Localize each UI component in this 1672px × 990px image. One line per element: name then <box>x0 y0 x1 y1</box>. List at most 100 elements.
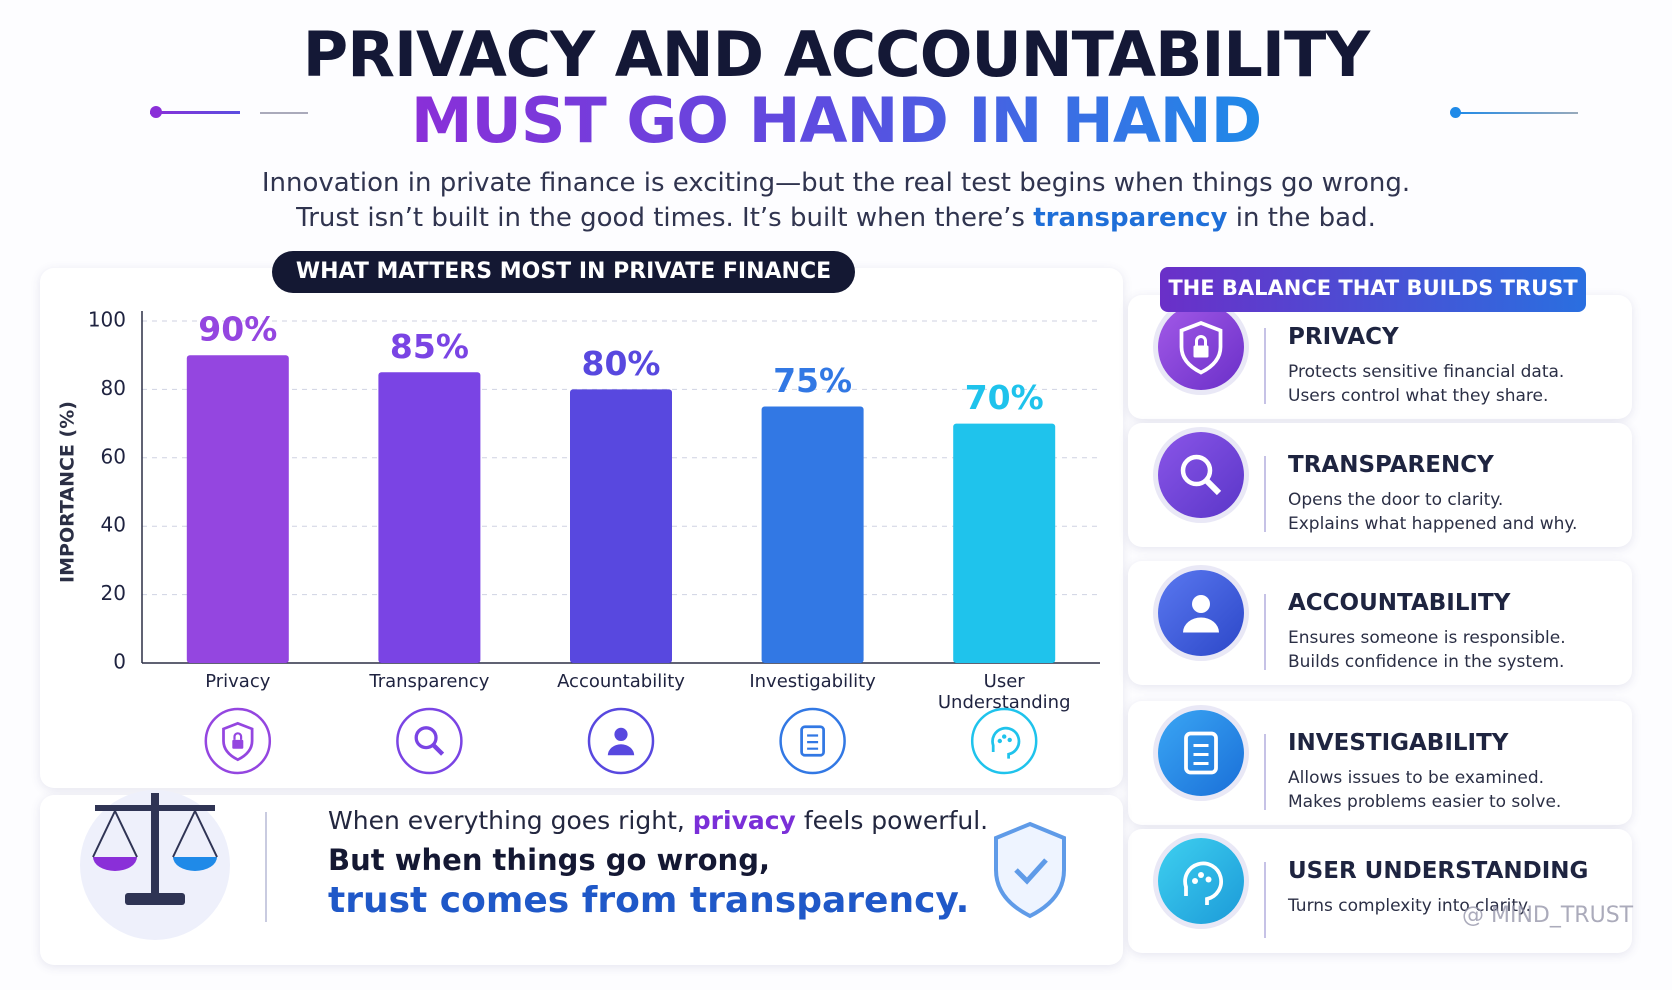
icon-glyph <box>991 726 1021 759</box>
x-tick-label: User Understanding <box>937 671 1071 713</box>
icon-part <box>1184 731 1218 775</box>
y-tick-label: 100 <box>88 308 126 332</box>
icon-part <box>1198 872 1204 878</box>
bar <box>570 389 672 663</box>
icon-part <box>414 726 438 750</box>
x-tick-label: Transparency <box>369 671 490 692</box>
y-tick-label: 0 <box>113 650 126 674</box>
item-title: ACCOUNTABILITY <box>1288 590 1511 616</box>
footer-line: When everything goes right, privacy feel… <box>328 806 988 835</box>
value-label: 75% <box>773 361 852 400</box>
body: PRIVACY AND ACCOUNTABILITY MUST GO HAND … <box>0 18 1672 953</box>
y-tick-label: 60 <box>101 444 126 468</box>
icon-part <box>607 744 635 756</box>
deco-dot <box>1450 107 1461 118</box>
icon-part <box>994 821 1066 919</box>
icon-part <box>93 857 137 871</box>
item-title: TRANSPARENCY <box>1288 452 1494 478</box>
intro: Trust isn’t built in the good times. It’… <box>0 203 1672 233</box>
item-icon <box>1158 570 1244 656</box>
icon-part <box>1192 595 1210 613</box>
watermark: @ MIND_TRUST <box>1462 903 1634 928</box>
shield-icon <box>994 821 1066 919</box>
icon-part <box>1183 617 1219 633</box>
icon-part <box>1179 320 1223 375</box>
intro-highlight: transparency <box>1033 203 1228 233</box>
icon-glyph <box>1184 731 1218 775</box>
icon-glyph <box>607 727 635 756</box>
item-icon <box>1158 838 1244 924</box>
x-tick-label-box: Privacy <box>205 671 270 692</box>
item-text: Explains what happened and why. <box>1288 514 1578 534</box>
item-icon <box>1158 432 1244 518</box>
icon-part <box>1002 734 1007 739</box>
icon-part <box>1195 335 1207 346</box>
icon-part <box>1180 454 1213 487</box>
x-tick-label-box: Transparency <box>369 671 490 692</box>
item-text: Allows issues to be examined. <box>1288 768 1545 788</box>
bar <box>953 423 1056 663</box>
icon-glyph <box>1183 595 1219 633</box>
icon-part <box>614 727 628 741</box>
footer-text: When everything goes right, <box>328 806 685 835</box>
icon-part <box>95 805 215 811</box>
icon-part <box>125 893 185 905</box>
item-icon-glyph <box>1184 731 1218 775</box>
icon-part <box>222 721 254 762</box>
deco-dot <box>150 106 162 118</box>
icon-part <box>233 732 243 740</box>
item-divider <box>1264 328 1266 404</box>
x-tick-label-box: Investigability <box>749 671 876 692</box>
bar <box>378 372 481 663</box>
item-divider <box>1264 862 1266 938</box>
y-tick-label: 80 <box>101 376 126 400</box>
icon-part <box>173 857 217 871</box>
item-title: INVESTIGABILITY <box>1288 730 1509 756</box>
icon-glyph <box>1183 861 1223 905</box>
scales-icon <box>80 790 230 940</box>
icon-ring <box>396 707 463 775</box>
item-text: Makes problems easier to solve. <box>1288 792 1562 812</box>
item-text: Ensures someone is responsible. <box>1288 628 1566 648</box>
y-tick-label: 20 <box>101 581 126 605</box>
icon-part <box>432 743 445 756</box>
title: PRIVACY AND ACCOUNTABILITY <box>302 18 1370 91</box>
icon-glyph <box>800 725 825 757</box>
icon-part <box>1183 861 1223 905</box>
icon-glyph <box>222 721 254 762</box>
icon-part <box>1193 345 1209 358</box>
divider <box>265 812 267 922</box>
item-text: Builds confidence in the system. <box>1288 652 1565 672</box>
item-text: Users control what they share. <box>1288 386 1549 406</box>
item-icon <box>1158 304 1244 390</box>
y-axis-label: IMPORTANCE (%) <box>57 401 79 583</box>
x-tick-label: Accountability <box>557 671 685 692</box>
intro: Innovation in private finance is excitin… <box>261 168 1411 198</box>
icon-part <box>1204 478 1222 496</box>
footer-line: But when things go wrong, <box>328 843 770 877</box>
item-text: Protects sensitive financial data. <box>1288 362 1565 382</box>
x-tick-label: Investigability <box>749 671 876 692</box>
value-label: 70% <box>965 378 1044 417</box>
footer-text: feels powerful. <box>803 806 989 835</box>
icon-glyph <box>1179 320 1223 375</box>
item-text: Turns complexity into clarity. <box>1288 896 1532 916</box>
icon-part <box>807 734 819 750</box>
intro-text: Trust isn’t built in the good times. It’… <box>296 203 1025 233</box>
icon-part <box>991 726 1021 759</box>
icon-part <box>1205 876 1212 883</box>
icon-part <box>1193 744 1209 765</box>
item-title: USER UNDERSTANDING <box>1288 858 1589 884</box>
item-icon-glyph <box>1179 320 1223 375</box>
icon-part <box>1007 737 1012 743</box>
item-icon-glyph <box>1180 454 1222 496</box>
panel-items: PRIVACY Protects sensitive financial data… <box>1128 290 1632 953</box>
chart: 0 20 40 60 80 100 IMPORTANCE (%) 90% Privacy 85% T… <box>57 308 1100 940</box>
icon-part <box>232 739 244 749</box>
panel-title: THE BALANCE THAT BUILDS TRUST <box>1160 267 1586 312</box>
bar <box>761 406 864 663</box>
x-tick-label-box: User Understanding <box>937 671 1071 713</box>
deco-line <box>150 111 240 114</box>
x-tick-label-box: Accountability <box>557 671 685 692</box>
icon-part <box>151 793 159 893</box>
